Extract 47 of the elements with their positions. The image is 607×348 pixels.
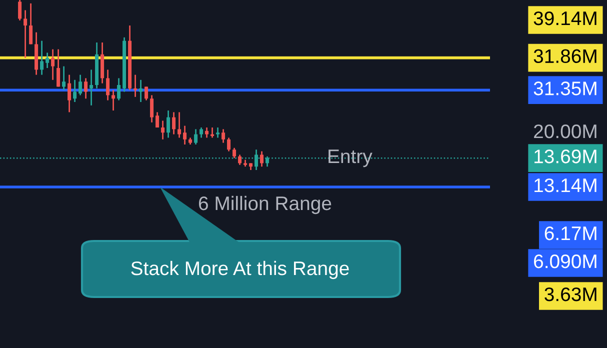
- text: 6 Million Range: [198, 196, 332, 214]
- ref-line-label: 13.69M: [534, 150, 596, 164]
- candlestick: [183, 125, 187, 146]
- ref-line-label: 31.86M: [534, 49, 596, 64]
- candlestick: [178, 112, 182, 138]
- candlestick: [84, 78, 88, 100]
- candlestick: [40, 40, 44, 76]
- candlestick: [150, 94, 154, 124]
- candlestick: [29, 2, 33, 45]
- text: 39.14M: [534, 11, 596, 26]
- candlestick: [144, 86, 148, 101]
- candlestick: [112, 89, 116, 112]
- candlestick: [62, 66, 66, 91]
- text: Stack More At this Range: [131, 260, 349, 280]
- candlestick: [194, 128, 198, 146]
- candlestick: [100, 42, 104, 84]
- candlestick: [56, 48, 60, 88]
- candlestick: [200, 126, 204, 138]
- text: 20.00M: [534, 124, 596, 138]
- candlestick: [227, 137, 231, 152]
- text: 6.17M: [544, 226, 596, 240]
- candlestick: [172, 112, 176, 135]
- text: 6.090M: [534, 254, 596, 268]
- candlestick: [156, 112, 160, 128]
- candlestick: [68, 74, 72, 113]
- text: Entry: [328, 150, 372, 168]
- candlestick: [24, 10, 28, 58]
- candlestick: [205, 126, 209, 138]
- candlestick: [161, 120, 165, 140]
- candlestick: [78, 74, 82, 96]
- candlestick: [46, 52, 50, 69]
- candlestick: [238, 154, 242, 166]
- candlestick: [260, 150, 264, 168]
- candlestick: [216, 126, 220, 138]
- candlestick: [166, 110, 170, 138]
- candlestick: [51, 48, 55, 81]
- candlestick: [73, 79, 77, 103]
- candlestick: [90, 69, 94, 106]
- candlestick: [232, 147, 236, 159]
- candlestick: [18, 0, 22, 22]
- ref-line-label: 31.35M: [534, 82, 596, 96]
- candlestick: [106, 69, 110, 101]
- candlestick: [139, 79, 143, 103]
- ref-line-label: 13.14M: [534, 178, 596, 192]
- text: 3.63M: [544, 287, 596, 302]
- candlestick: [117, 78, 121, 101]
- candlestick: [222, 128, 226, 144]
